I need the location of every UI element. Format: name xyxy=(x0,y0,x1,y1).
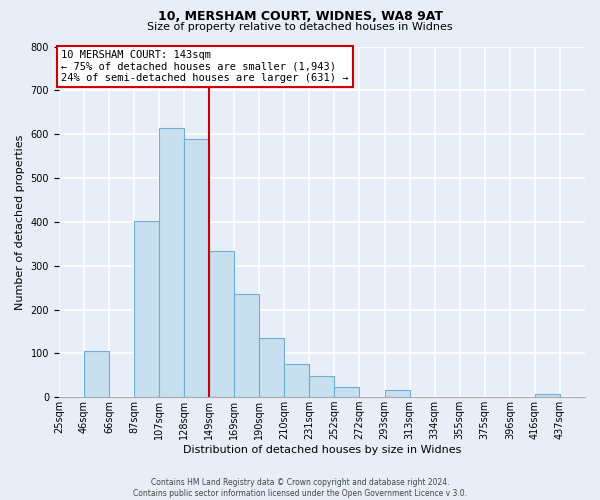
Bar xyxy=(259,338,284,397)
Bar xyxy=(234,294,259,397)
Bar xyxy=(385,390,410,397)
Bar xyxy=(310,376,334,397)
Text: 10, MERSHAM COURT, WIDNES, WA8 9AT: 10, MERSHAM COURT, WIDNES, WA8 9AT xyxy=(157,10,443,23)
Text: Size of property relative to detached houses in Widnes: Size of property relative to detached ho… xyxy=(147,22,453,32)
Bar xyxy=(284,364,310,397)
Text: Contains HM Land Registry data © Crown copyright and database right 2024.
Contai: Contains HM Land Registry data © Crown c… xyxy=(133,478,467,498)
Text: 10 MERSHAM COURT: 143sqm
← 75% of detached houses are smaller (1,943)
24% of sem: 10 MERSHAM COURT: 143sqm ← 75% of detach… xyxy=(61,50,349,83)
X-axis label: Distribution of detached houses by size in Widnes: Distribution of detached houses by size … xyxy=(183,445,461,455)
Bar xyxy=(159,128,184,397)
Bar xyxy=(535,394,560,397)
Bar xyxy=(134,220,159,397)
Bar xyxy=(209,251,234,397)
Bar xyxy=(84,351,109,397)
Bar xyxy=(184,138,209,397)
Y-axis label: Number of detached properties: Number of detached properties xyxy=(15,134,25,310)
Bar xyxy=(334,386,359,397)
